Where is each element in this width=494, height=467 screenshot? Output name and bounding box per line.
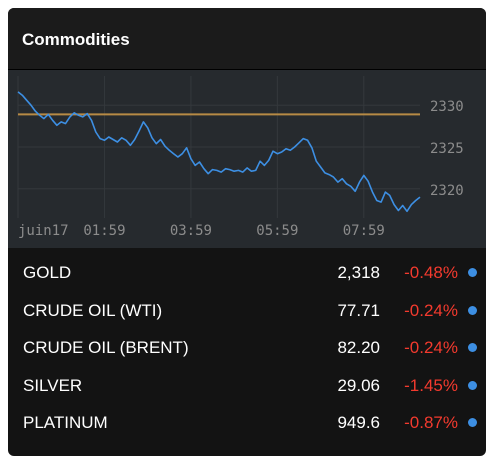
chart-y-tick-label: 2325 [430,141,464,157]
commodity-name: SILVER [23,375,83,395]
commodity-row-crude-oil-brent[interactable]: CRUDE OIL (BRENT) 82.20 -0.24% [8,329,486,367]
commodity-change: -1.45% [404,375,458,395]
commodity-row-gold[interactable]: GOLD 2,318 -0.48% [8,254,486,292]
chart-x-tick-label: 05:59 [256,223,298,239]
commodity-change: -0.24% [404,338,458,357]
commodity-change: -0.48% [404,263,458,282]
price-chart[interactable]: 2320 2325 2330 juin17 01:59 03:59 05:59 07:59 [8,70,486,248]
commodity-name: CRUDE OIL (BRENT) [23,338,189,357]
chart-y-tick-label: 2330 [430,99,464,115]
commodity-name: GOLD [23,263,72,282]
chart-y-tick-label: 2320 [430,183,464,199]
commodity-change: -0.87% [404,413,458,432]
commodity-change: -0.24% [404,300,458,320]
commodity-price: 82.20 [337,338,380,357]
widget-title: Commodities [22,30,130,49]
status-dot-icon [468,305,477,315]
chart-x-tick-label: 03:59 [170,223,212,239]
commodity-row-silver[interactable]: SILVER 29.06 -1.45% [8,367,486,405]
commodity-name: PLATINUM [23,413,108,432]
chart-series-line [17,91,421,213]
commodity-price: 77.71 [337,300,380,320]
price-chart-svg[interactable]: 2320 2325 2330 juin17 01:59 03:59 05:59 07:59 [8,70,486,248]
chart-x-tick-label: juin17 [18,223,69,239]
commodity-price: 2,318 [337,263,380,282]
commodity-row-platinum[interactable]: PLATINUM 949.6 -0.87% [8,404,486,442]
commodity-price: 29.06 [337,375,380,395]
chart-x-tick-label: 07:59 [343,223,385,239]
commodity-row-crude-oil-wti[interactable]: CRUDE OIL (WTI) 77.71 -0.24% [8,292,486,330]
status-dot-icon [468,380,477,390]
commodity-name: CRUDE OIL (WTI) [23,300,163,320]
status-dot-icon [468,343,477,352]
commodity-price: 949.6 [337,413,380,432]
status-dot-icon [468,418,477,427]
commodity-list: GOLD 2,318 -0.48% CRUDE OIL (WTI) 77.71 … [8,248,486,442]
commodities-widget: Commodities 2320 2325 2330 juin17 01:59 03:59… [8,8,486,456]
chart-x-tick-label: 01:59 [83,223,125,239]
widget-header: Commodities [8,8,486,70]
status-dot-icon [468,268,477,277]
